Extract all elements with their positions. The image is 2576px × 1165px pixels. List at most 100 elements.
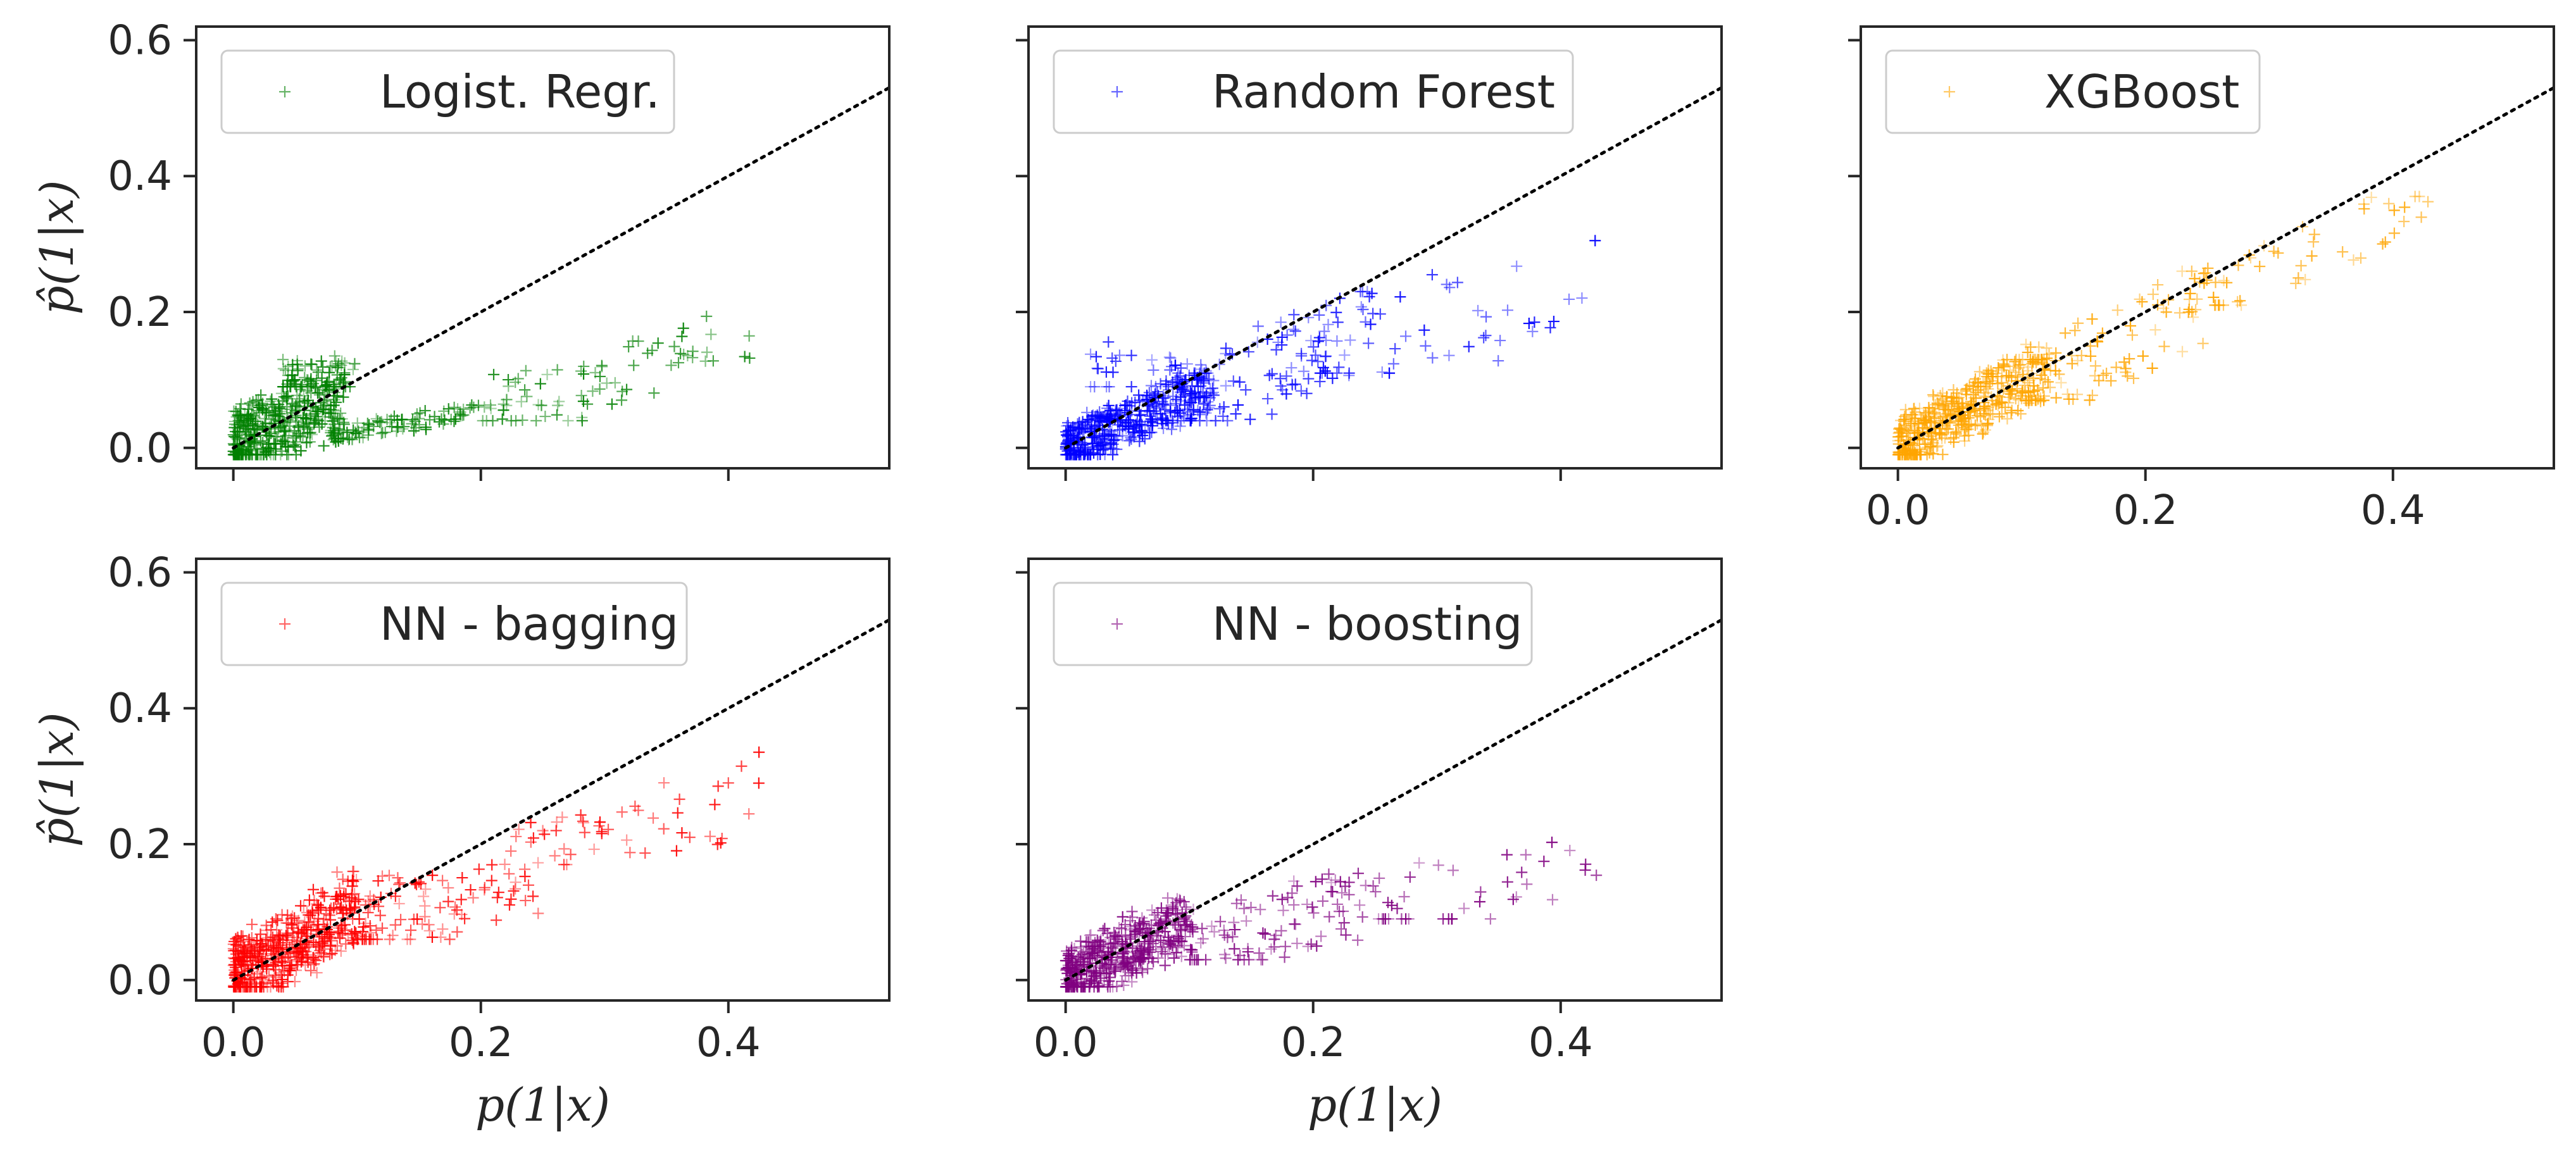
data-point bbox=[1079, 981, 1091, 993]
data-point bbox=[1159, 392, 1171, 404]
data-point bbox=[313, 387, 325, 399]
data-point bbox=[505, 893, 517, 905]
data-point bbox=[1063, 425, 1075, 437]
data-point bbox=[1413, 857, 1425, 869]
data-point bbox=[1927, 389, 1939, 401]
data-point bbox=[394, 877, 406, 889]
data-point bbox=[228, 981, 241, 993]
y-tick-label: 0.4 bbox=[108, 685, 172, 732]
data-point bbox=[1174, 420, 1186, 432]
data-point bbox=[1937, 399, 1949, 411]
data-point bbox=[1301, 387, 1313, 399]
data-point bbox=[2147, 289, 2159, 301]
data-point bbox=[704, 830, 716, 842]
data-point bbox=[1089, 940, 1101, 952]
data-point bbox=[616, 394, 628, 406]
data-point bbox=[282, 360, 294, 372]
data-point bbox=[1266, 368, 1278, 380]
data-point bbox=[1899, 445, 1911, 457]
data-point bbox=[687, 346, 699, 358]
data-point bbox=[318, 943, 330, 955]
data-point bbox=[1281, 329, 1293, 341]
data-point bbox=[1973, 366, 1985, 378]
data-point bbox=[2084, 394, 2096, 406]
data-point bbox=[1065, 944, 1077, 956]
data-point bbox=[239, 423, 251, 435]
data-point bbox=[456, 872, 468, 884]
data-point bbox=[1116, 975, 1128, 987]
data-point bbox=[2016, 354, 2029, 366]
data-point bbox=[278, 435, 291, 447]
data-point bbox=[1151, 408, 1163, 420]
data-point bbox=[395, 914, 407, 926]
data-point bbox=[277, 959, 289, 971]
data-point bbox=[1934, 427, 1946, 439]
data-point bbox=[291, 954, 303, 966]
data-point bbox=[676, 827, 688, 839]
data-point bbox=[532, 907, 544, 919]
data-point bbox=[2163, 294, 2175, 306]
data-point bbox=[1297, 365, 1310, 377]
data-point bbox=[1234, 376, 1246, 388]
data-point bbox=[316, 372, 328, 384]
legend-marker bbox=[1111, 86, 1123, 97]
data-point bbox=[1265, 943, 1277, 955]
data-point bbox=[304, 427, 316, 439]
data-point bbox=[1396, 913, 1408, 925]
data-point bbox=[1286, 887, 1298, 899]
data-point bbox=[292, 364, 304, 377]
data-point bbox=[342, 929, 354, 941]
data-point bbox=[370, 924, 382, 936]
data-point bbox=[353, 894, 365, 906]
data-point bbox=[1996, 408, 2008, 420]
data-point bbox=[2022, 377, 2034, 389]
data-point bbox=[373, 900, 385, 913]
panel-nn-boosting: 0.0 0.2 0.4 p(1|x) NN - boosting bbox=[1016, 558, 1723, 1131]
data-point bbox=[2044, 382, 2056, 394]
data-point bbox=[331, 890, 343, 902]
data-point bbox=[668, 340, 680, 352]
data-point bbox=[334, 413, 346, 425]
data-point bbox=[272, 914, 284, 926]
data-point bbox=[1125, 349, 1137, 361]
data-point bbox=[1288, 309, 1300, 321]
data-point bbox=[1116, 950, 1129, 963]
data-point bbox=[1165, 352, 1177, 364]
data-point bbox=[1332, 316, 1344, 328]
data-point bbox=[1240, 384, 1252, 396]
data-point bbox=[1538, 856, 1550, 868]
data-point bbox=[296, 956, 307, 968]
y-tick-label: 0.6 bbox=[108, 17, 172, 64]
data-point bbox=[318, 890, 330, 902]
data-point bbox=[297, 390, 309, 402]
data-point bbox=[292, 956, 304, 968]
data-point bbox=[1520, 849, 1532, 861]
data-point bbox=[525, 816, 537, 828]
data-point bbox=[684, 832, 696, 844]
data-point bbox=[1214, 402, 1226, 414]
data-point bbox=[398, 421, 410, 433]
data-point bbox=[510, 377, 522, 389]
data-point bbox=[1063, 948, 1075, 960]
data-point bbox=[601, 377, 613, 389]
data-point bbox=[329, 405, 341, 417]
data-point bbox=[1980, 387, 1992, 399]
data-point bbox=[246, 931, 258, 944]
legend-label: Logist. Regr. bbox=[380, 65, 660, 118]
data-point bbox=[532, 857, 544, 869]
data-point bbox=[487, 414, 499, 427]
data-point bbox=[1365, 318, 1377, 330]
data-point bbox=[263, 430, 275, 442]
x-tick-label: 0.0 bbox=[1866, 487, 1930, 534]
data-point bbox=[1175, 362, 1187, 374]
data-point bbox=[1091, 977, 1103, 989]
data-point bbox=[1291, 880, 1303, 892]
data-point bbox=[270, 449, 282, 461]
data-point bbox=[1310, 349, 1322, 361]
x-axis-label: p(1|x) bbox=[1308, 1078, 1442, 1131]
data-point bbox=[1982, 417, 1994, 429]
data-point bbox=[1085, 348, 1097, 360]
data-point bbox=[261, 429, 273, 441]
data-point bbox=[234, 402, 246, 414]
data-point bbox=[1270, 344, 1282, 356]
